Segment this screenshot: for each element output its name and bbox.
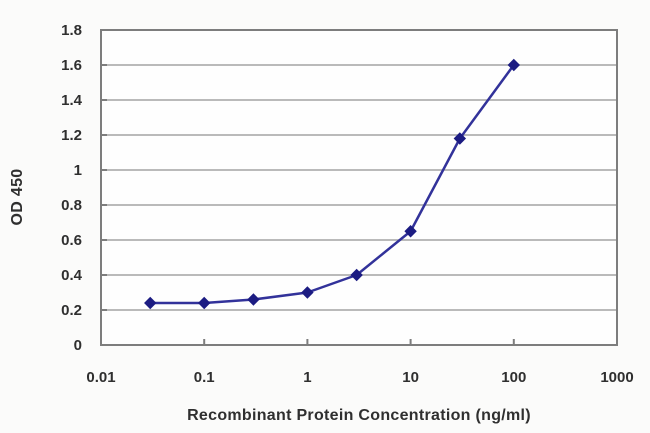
x-tick-label: 1 [303,369,311,386]
data-point [453,132,467,145]
data-point [507,58,521,72]
y-axis-title: OD 450 [9,169,26,226]
x-tick-label: 0.01 [86,369,115,386]
data-point [350,268,363,282]
y-tick-label: 0 [74,337,82,354]
y-tick-label: 1 [74,162,82,179]
data-point [144,296,157,310]
x-tick-label: 1000 [600,369,633,386]
plot-area: 0 0.2 0.4 0.6 0.8 1 1.2 1.4 1.6 1.8 0.01 0.1 1 10 100 1… [61,22,634,386]
data-line [150,64,515,305]
y-tick-label: 0.6 [61,232,82,249]
y-tick-label: 1.6 [61,57,82,74]
x-tick-label: 10 [402,369,419,386]
data-point [197,296,211,310]
plot-border [100,29,618,346]
x-tick-label: 0.1 [194,369,215,386]
y-tick-label: 1.8 [61,22,82,39]
y-tick-label: 1.4 [61,92,83,109]
y-tick-label: 0.4 [61,267,83,284]
x-tick-label: 100 [501,369,526,386]
data-point [404,225,417,238]
x-axis-title: Recombinant Protein Concentration (ng/ml… [187,407,531,424]
y-tick-label: 0.2 [61,302,82,319]
y-tick-label: 0.8 [61,197,82,214]
y-tick-label: 1.2 [61,127,82,144]
data-point [247,293,260,306]
data-point [301,286,314,299]
